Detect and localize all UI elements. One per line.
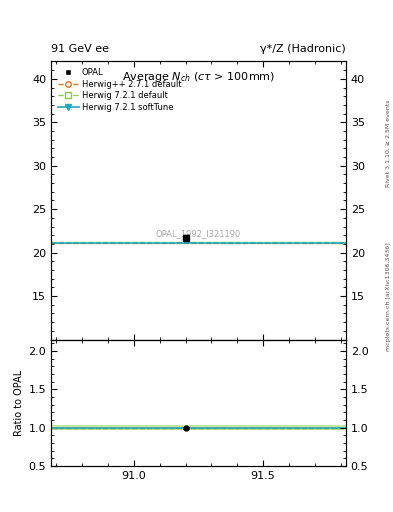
Text: Rivet 3.1.10, ≥ 2.5M events: Rivet 3.1.10, ≥ 2.5M events [386, 100, 391, 187]
Text: Average $N_{ch}$ ($c\tau$ > 100mm): Average $N_{ch}$ ($c\tau$ > 100mm) [122, 70, 275, 84]
Legend: OPAL, Herwig++ 2.7.1 default, Herwig 7.2.1 default, Herwig 7.2.1 softTune: OPAL, Herwig++ 2.7.1 default, Herwig 7.2… [55, 66, 184, 114]
Y-axis label: Ratio to OPAL: Ratio to OPAL [14, 370, 24, 436]
Text: γ*/Z (Hadronic): γ*/Z (Hadronic) [260, 44, 346, 54]
Text: 91 GeV ee: 91 GeV ee [51, 44, 109, 54]
Text: mcplots.cern.ch [arXiv:1306.3436]: mcplots.cern.ch [arXiv:1306.3436] [386, 243, 391, 351]
Bar [51, 425, 346, 430]
Text: OPAL_1992_I321190: OPAL_1992_I321190 [156, 229, 241, 239]
